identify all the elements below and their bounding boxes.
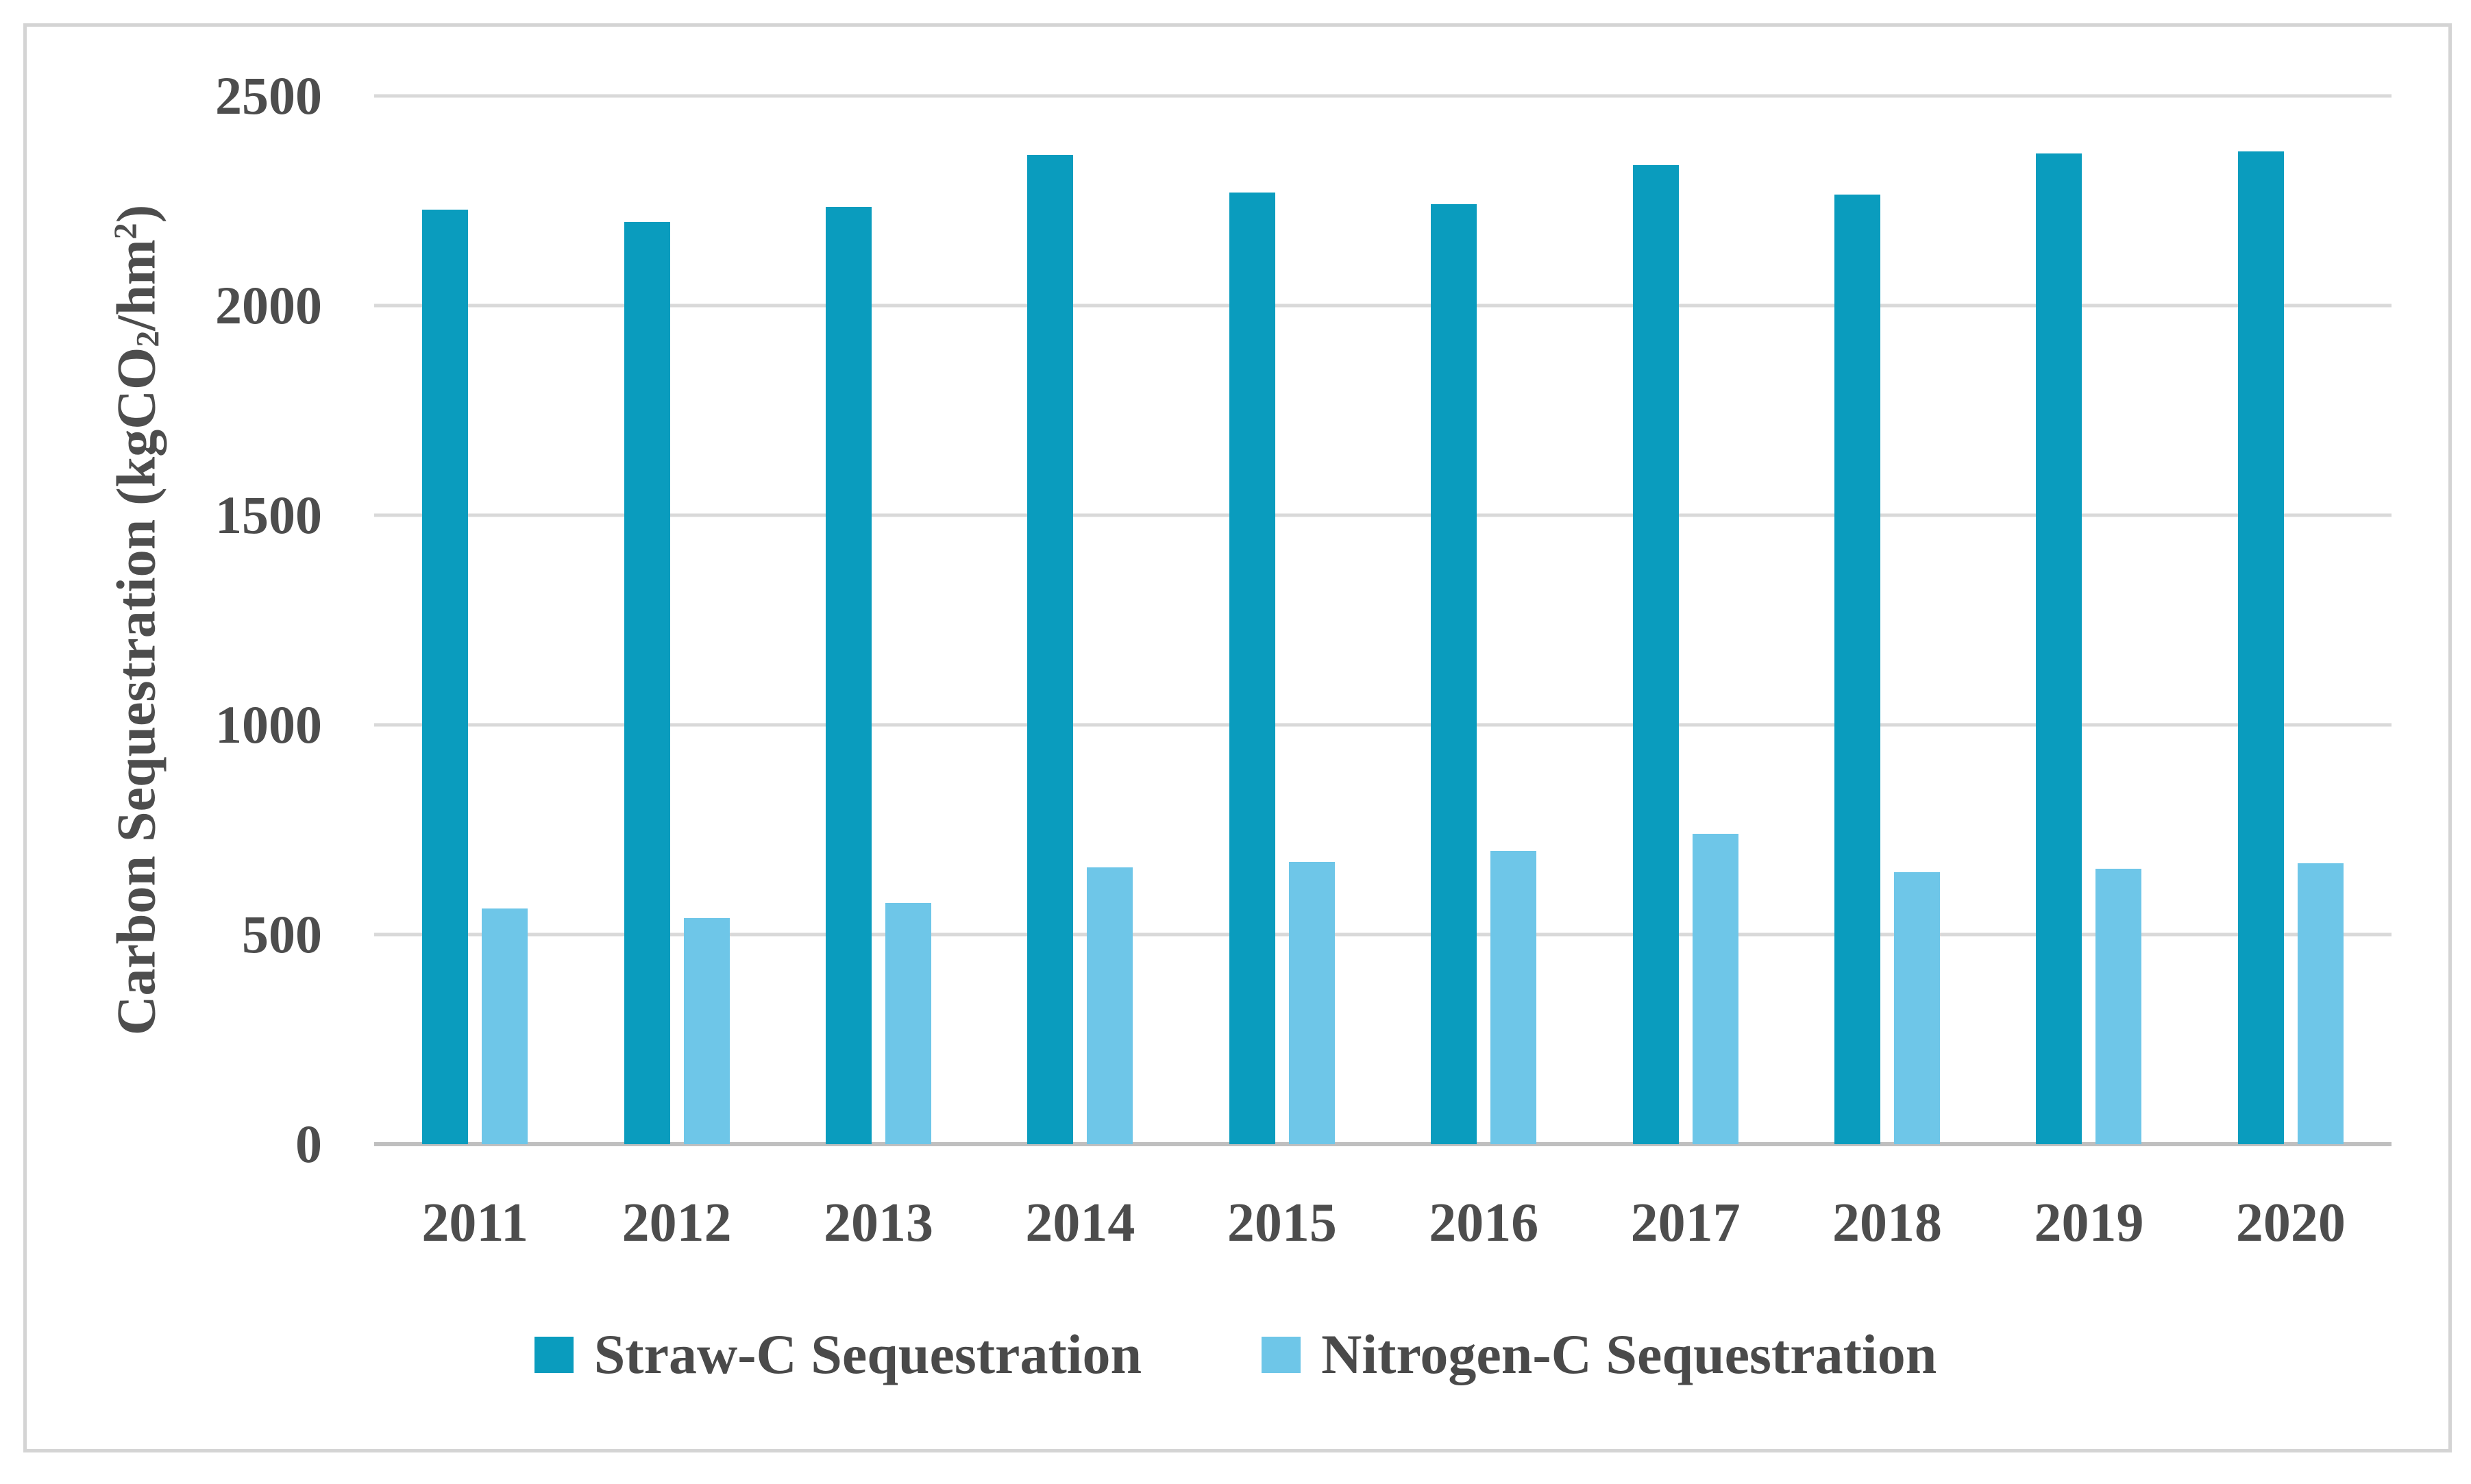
x-axis-label-2018: 2018 — [1832, 1193, 1943, 1253]
y-tick-label-0: 0 — [295, 1114, 322, 1174]
nitrogen-bar-2015 — [1288, 862, 1335, 1144]
nitrogen-bar-2020 — [2297, 863, 2344, 1144]
bar-group-2012 — [576, 96, 777, 1144]
straw-bar-2018 — [1834, 195, 1881, 1144]
x-axis-label-2011: 2011 — [421, 1193, 528, 1253]
bar-group-2016 — [1383, 96, 1584, 1144]
bar-group-2017 — [1584, 96, 1786, 1144]
bar-group-2015 — [1181, 96, 1383, 1144]
bar-group-2013 — [778, 96, 979, 1144]
bars — [374, 96, 2392, 1144]
nitrogen-bar-2014 — [1087, 867, 1133, 1144]
y-tick-label-2500: 2500 — [215, 66, 322, 125]
x-axis-label-2015: 2015 — [1227, 1193, 1337, 1253]
gridline-1000 — [374, 723, 2392, 727]
straw-bar-2015 — [1229, 192, 1275, 1144]
y-tick-label-500: 500 — [242, 904, 322, 964]
legend-swatch-icon — [534, 1336, 574, 1373]
bar-group-2018 — [1786, 96, 1988, 1144]
gridline-2500 — [374, 94, 2392, 98]
x-axis-label-2016: 2016 — [1429, 1193, 1539, 1253]
y-tick-labels: 0 500 1000 1500 2000 2500 — [0, 66, 322, 1174]
x-axis-label-2014: 2014 — [1025, 1193, 1135, 1253]
straw-bar-2011 — [422, 210, 469, 1144]
legend-entry-nitrogen: Nitrogen-C Sequestration — [1262, 1322, 1937, 1387]
legend-label: Straw-C Sequestration — [593, 1323, 1142, 1385]
y-tick-label-1500: 1500 — [215, 485, 322, 545]
gridline-2000 — [374, 304, 2392, 308]
y-tick-label-2000: 2000 — [215, 275, 322, 335]
y-tick-label-1000: 1000 — [215, 695, 322, 754]
straw-bar-2012 — [624, 221, 670, 1144]
legend: Straw-C Sequestration Nitrogen-C Sequestr… — [0, 1322, 2471, 1387]
straw-bar-2014 — [1027, 154, 1074, 1144]
legend-swatch-icon — [1262, 1336, 1301, 1373]
nitrogen-bar-2016 — [1490, 850, 1537, 1144]
plot-area — [374, 94, 2392, 1146]
x-axis-label-2013: 2013 — [824, 1193, 934, 1253]
bar-group-2019 — [1988, 96, 2189, 1144]
bar-group-2011 — [374, 96, 576, 1144]
straw-bar-2013 — [826, 207, 872, 1144]
legend-entry-straw: Straw-C Sequestration — [534, 1322, 1142, 1387]
nitrogen-bar-2019 — [2095, 868, 2142, 1144]
gridlines — [374, 94, 2392, 1146]
gridline-1500 — [374, 513, 2392, 517]
nitrogen-bar-2013 — [885, 903, 932, 1144]
nitrogen-bar-2017 — [1692, 834, 1738, 1144]
x-axis-label-2019: 2019 — [2034, 1193, 2144, 1253]
x-axis-line — [374, 1142, 2392, 1146]
straw-bar-2017 — [1632, 164, 1679, 1144]
straw-bar-2019 — [2036, 153, 2082, 1144]
gridline-500 — [374, 932, 2392, 937]
x-axis-label-2017: 2017 — [1630, 1193, 1741, 1253]
bar-group-2014 — [979, 96, 1181, 1144]
x-axis-label-2020: 2020 — [2235, 1193, 2346, 1253]
nitrogen-bar-2012 — [683, 917, 730, 1144]
nitrogen-bar-2011 — [482, 908, 528, 1144]
bar-group-2020 — [2190, 96, 2392, 1144]
straw-bar-2016 — [1431, 203, 1477, 1144]
nitrogen-bar-2018 — [1894, 871, 1941, 1144]
x-axis-labels: 2011 2012 2013 2014 2015 2016 2017 2018 2019 2020 — [374, 1192, 2392, 1254]
x-axis-label-2012: 2012 — [622, 1193, 732, 1253]
straw-bar-2020 — [2237, 151, 2284, 1144]
legend-label: Nitrogen-C Sequestration — [1321, 1323, 1937, 1385]
